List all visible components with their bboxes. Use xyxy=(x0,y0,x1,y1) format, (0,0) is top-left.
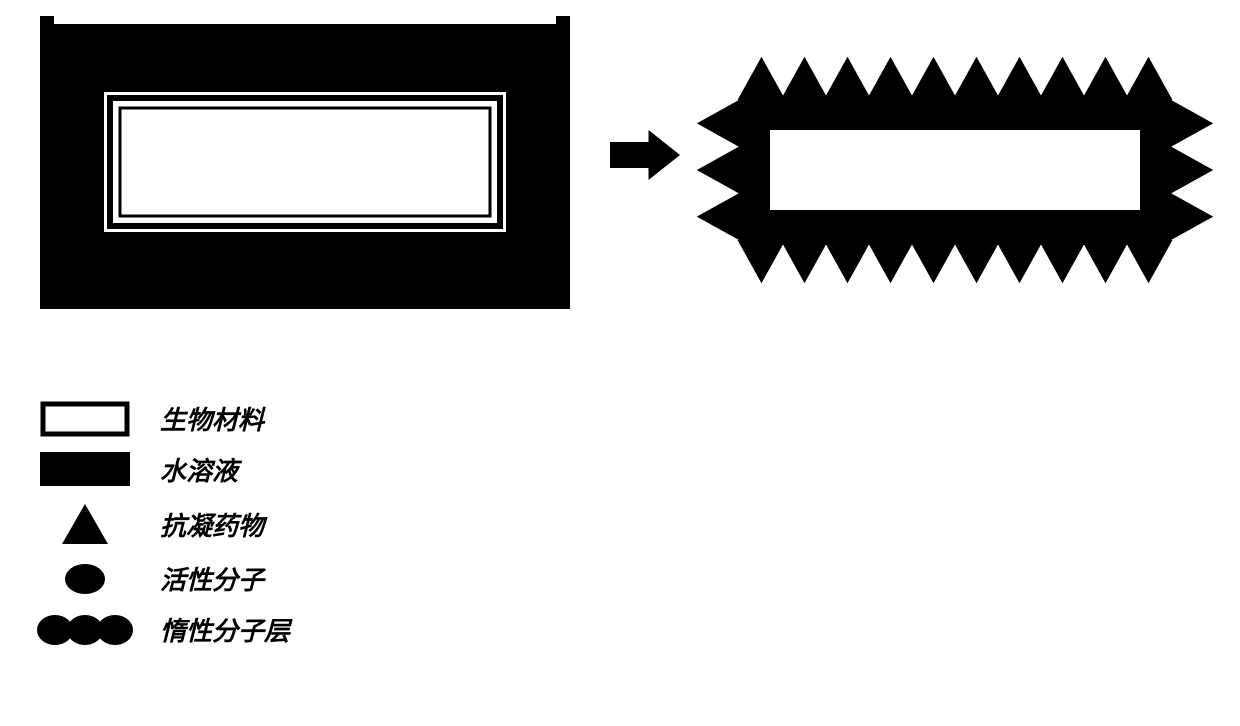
legend-row: 活性分子 xyxy=(30,560,290,597)
legend-label: 水溶液 xyxy=(160,451,238,488)
legend-symbol-ellipse xyxy=(30,561,140,597)
legend-symbol-tri-ellipse xyxy=(30,612,140,648)
legend-symbol-hollow-rect xyxy=(30,401,140,437)
legend: 生物材料 水溶液 抗凝药物 活性分子 惰性分子层 xyxy=(30,400,290,662)
legend-row: 生物材料 xyxy=(30,400,290,437)
legend-row: 水溶液 xyxy=(30,451,290,488)
diagram-stage xyxy=(0,0,1240,380)
main-diagram xyxy=(0,0,1240,380)
legend-symbol-solid-rect xyxy=(30,452,140,488)
legend-row: 抗凝药物 xyxy=(30,502,290,546)
legend-label: 惰性分子层 xyxy=(160,611,290,648)
legend-label: 抗凝药物 xyxy=(160,506,264,543)
legend-label: 生物材料 xyxy=(160,400,264,437)
legend-label: 活性分子 xyxy=(160,560,264,597)
legend-symbol-triangle xyxy=(30,502,140,546)
legend-row: 惰性分子层 xyxy=(30,611,290,648)
